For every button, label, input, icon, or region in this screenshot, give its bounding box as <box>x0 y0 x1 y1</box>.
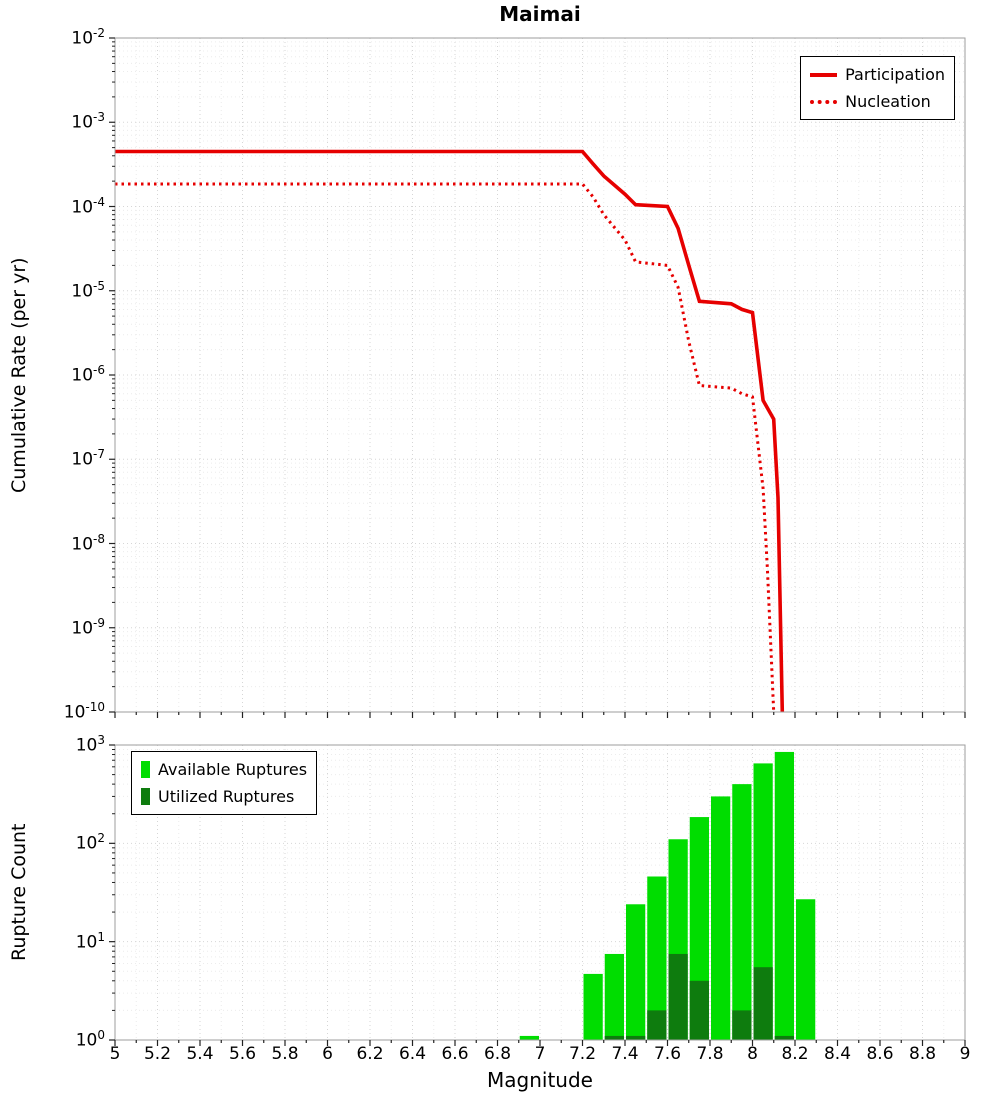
nucleation-line-sample <box>810 99 838 104</box>
bottom-legend: Available Ruptures Utilized Ruptures <box>131 751 318 815</box>
x-tick-label: 6.2 <box>356 1044 384 1064</box>
y-tick-label: 102 <box>75 831 105 854</box>
legend-item-utilized: Utilized Ruptures <box>141 783 307 810</box>
utilized-bar <box>668 953 688 1040</box>
x-tick-label: 5.6 <box>228 1044 257 1064</box>
x-tick-label: 7.8 <box>696 1044 724 1064</box>
x-tick-label: 5.8 <box>271 1044 299 1064</box>
utilized-bar <box>732 1010 752 1040</box>
utilized-bar <box>689 980 709 1040</box>
available-bar <box>519 1035 539 1040</box>
available-bar <box>626 904 646 1040</box>
grid <box>115 38 965 712</box>
available-bars <box>519 751 816 1040</box>
x-tick-label: 5 <box>109 1044 121 1064</box>
y-tick-label: 10-7 <box>71 447 105 470</box>
x-tick-label: 6.6 <box>441 1044 469 1064</box>
legend-item-available: Available Ruptures <box>141 756 307 783</box>
x-tick-label: 7.4 <box>611 1044 639 1064</box>
available-bar <box>732 784 752 1040</box>
available-ruptures-swatch <box>141 761 150 778</box>
x-tick-label: 8 <box>747 1044 758 1064</box>
nucleation-line <box>115 182 776 713</box>
top-legend: Participation Nucleation <box>800 56 955 120</box>
rate-lines <box>115 149 785 713</box>
utilized-bars <box>604 953 794 1040</box>
x-tick-label: 9 <box>959 1044 971 1064</box>
x-axis-label: Magnitude <box>487 1068 593 1092</box>
y-tick-label: 103 <box>75 733 105 756</box>
x-tick-label: 8.6 <box>866 1044 894 1064</box>
y-tick-label: 10-3 <box>71 110 105 133</box>
x-tick-label: 6.8 <box>483 1044 512 1064</box>
participation-line <box>115 149 785 713</box>
available-bar <box>774 751 794 1040</box>
y-tick-label: 100 <box>75 1028 105 1051</box>
utilized-bar <box>647 1010 667 1040</box>
x-tick-label: 5.4 <box>186 1044 214 1064</box>
x-tick-label: 7.2 <box>568 1044 597 1064</box>
legend-label-utilized: Utilized Ruptures <box>158 787 295 806</box>
y-tick-label: 10-8 <box>71 531 105 555</box>
legend-item-nucleation: Nucleation <box>810 88 945 115</box>
x-tick-label: 5.2 <box>143 1044 172 1064</box>
legend-label-available: Available Ruptures <box>158 760 308 779</box>
y-tick-label: 10-4 <box>71 194 105 218</box>
y-tick-label: 10-5 <box>71 278 105 302</box>
y-tick-label: 10-2 <box>71 26 105 49</box>
available-bar <box>711 796 731 1040</box>
available-bar <box>796 899 816 1040</box>
utilized-bar <box>604 1035 624 1040</box>
participation-line-sample <box>810 72 838 77</box>
x-tick-label: 8.8 <box>908 1044 937 1064</box>
available-bar <box>583 973 603 1040</box>
grid <box>115 745 965 1040</box>
x-tick-label: 8.4 <box>823 1044 852 1064</box>
utilized-bar <box>774 1035 794 1040</box>
utilized-bar <box>753 967 773 1040</box>
page-title: Maimai <box>499 2 581 26</box>
top-y-axis-label: Cumulative Rate (per yr) <box>8 257 30 493</box>
bottom-y-axis-label: Rupture Count <box>8 823 30 962</box>
y-tick-label: 101 <box>75 929 105 953</box>
utilized-ruptures-swatch <box>141 788 150 805</box>
x-tick-label: 6 <box>322 1044 333 1064</box>
x-tick-label: 7.6 <box>653 1044 682 1064</box>
axes <box>109 744 966 1046</box>
available-bar <box>647 876 667 1040</box>
x-tick-label: 7 <box>534 1044 546 1064</box>
y-tick-label: 10-10 <box>63 700 105 723</box>
y-tick-label: 10-9 <box>71 615 105 639</box>
available-bar <box>604 953 624 1040</box>
utilized-bar <box>626 1035 646 1040</box>
legend-item-participation: Participation <box>810 61 945 88</box>
axes <box>109 37 966 718</box>
legend-label-participation: Participation <box>845 65 945 84</box>
y-tick-label: 10-6 <box>71 363 105 386</box>
x-tick-label: 8.2 <box>781 1044 809 1064</box>
x-tick-label: 6.4 <box>398 1044 427 1064</box>
legend-label-nucleation: Nucleation <box>845 92 931 111</box>
